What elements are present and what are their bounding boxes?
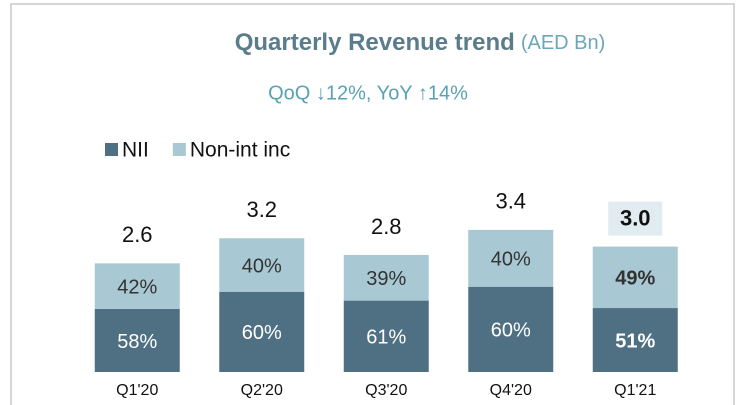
total-highlight	[608, 201, 663, 236]
segment-label: 40%	[491, 249, 531, 271]
chart-title-group: Quarterly Revenue trend (AED Bn)	[235, 29, 606, 56]
segment-label: 60%	[242, 322, 282, 344]
bar-segment	[94, 308, 180, 372]
segment-label: 40%	[242, 255, 282, 277]
legend-label: Non-int inc	[190, 139, 290, 162]
bar-segment	[468, 229, 554, 287]
legend-label: NII	[122, 139, 149, 162]
bar-segment	[219, 238, 305, 292]
total-label: 2.8	[371, 214, 402, 239]
x-tick-label: Q3'20	[365, 382, 407, 399]
x-tick-label: Q1'21	[614, 382, 656, 399]
bar-segment	[343, 254, 429, 301]
bar-segment	[343, 300, 429, 372]
chart-unit: (AED Bn)	[521, 32, 605, 54]
x-tick-label: Q1'20	[116, 382, 158, 399]
segment-label: 49%	[615, 268, 655, 290]
total-label: 2.6	[122, 222, 153, 247]
segment-label: 42%	[117, 276, 157, 298]
frame	[10, 3, 735, 405]
bar-segment	[468, 286, 554, 372]
segment-label: 39%	[366, 268, 406, 290]
segment-label: 61%	[366, 327, 406, 349]
bar-segment	[94, 263, 180, 309]
segment-label: 60%	[491, 320, 531, 342]
segment-label: 58%	[117, 331, 157, 353]
legend-swatch	[105, 143, 118, 156]
total-label: 3.0	[620, 205, 651, 230]
x-tick-label: Q2'20	[241, 382, 283, 399]
bar-segment	[219, 291, 305, 372]
chart-title: Quarterly Revenue trend	[235, 29, 515, 56]
chart-subtitle: QoQ ↓12%, YoY ↑14%	[268, 82, 468, 104]
total-label: 3.4	[495, 189, 526, 214]
bar-segment	[592, 308, 678, 372]
legend-swatch	[172, 143, 186, 156]
x-tick-label: Q4'20	[490, 382, 532, 399]
segment-label: 51%	[615, 330, 655, 352]
total-label: 3.2	[246, 197, 277, 222]
bar-segment	[592, 246, 678, 309]
